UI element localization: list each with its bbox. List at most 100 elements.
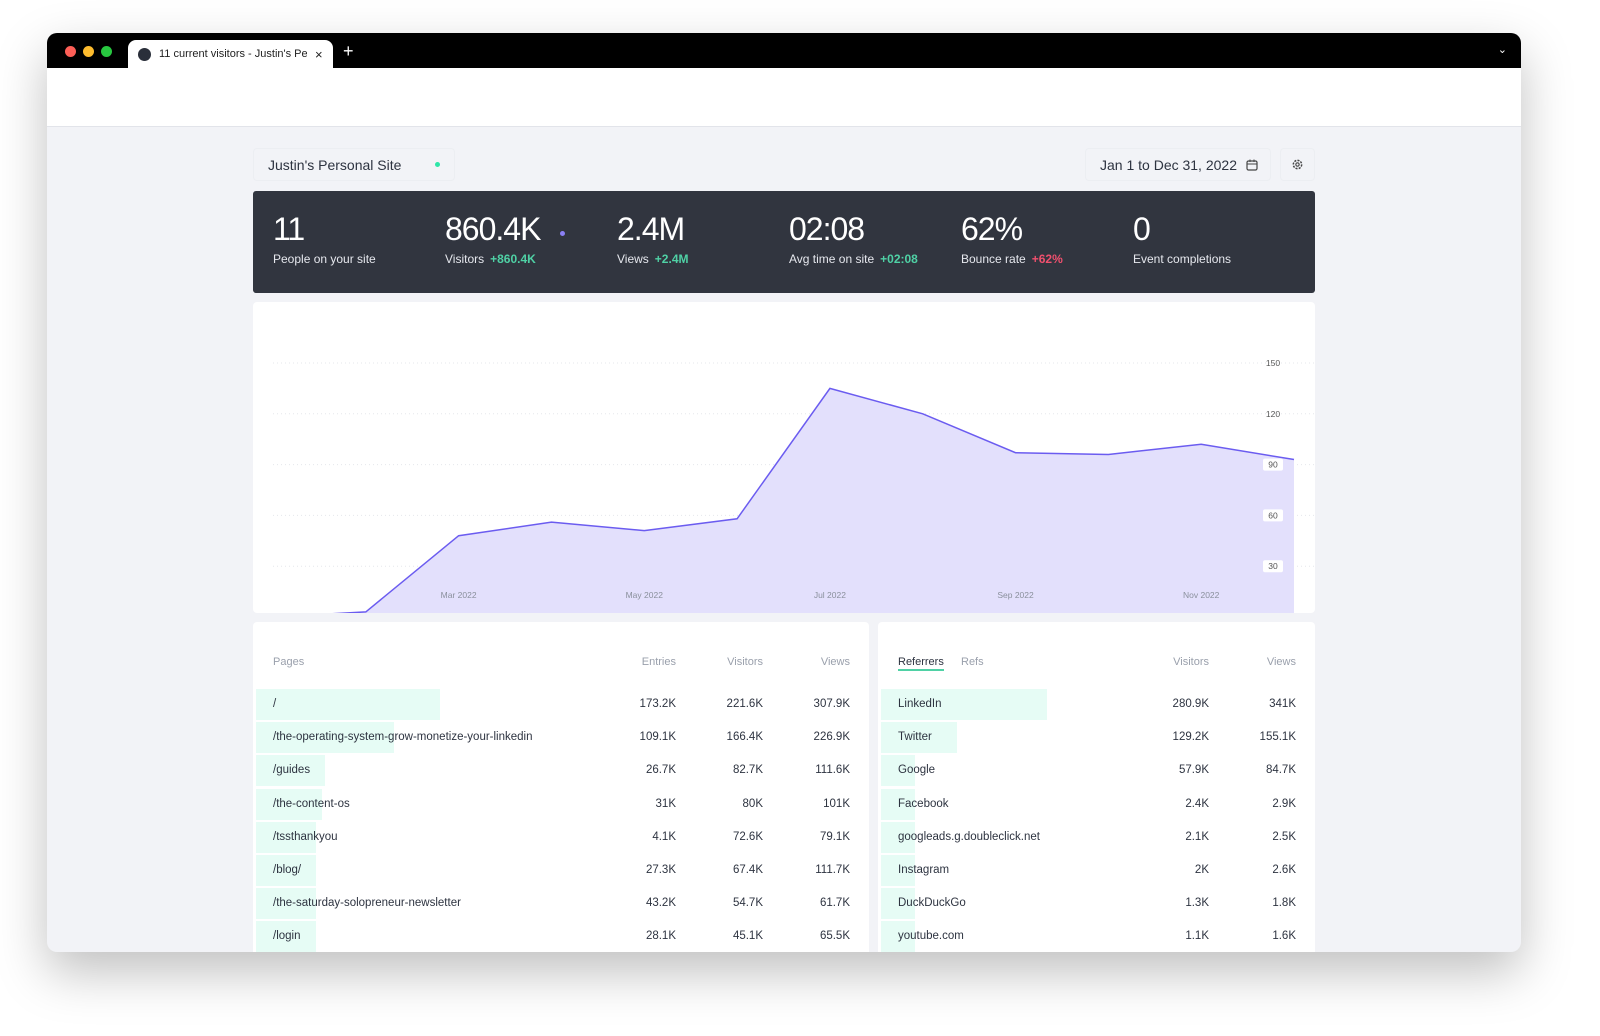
cell-views: 307.9K: [813, 698, 850, 710]
stat-change: +02:08: [880, 252, 918, 266]
settings-button[interactable]: [1280, 148, 1315, 181]
stat-0[interactable]: 11 People on your site: [273, 211, 376, 266]
date-range-label: Jan 1 to Dec 31, 2022: [1100, 156, 1237, 173]
table-row[interactable]: /the-operating-system-grow-monetize-your…: [256, 722, 866, 754]
tab-title: 11 current visitors - Justin's Personal …: [159, 48, 307, 60]
live-indicator-icon: [435, 162, 440, 167]
calendar-icon: [1246, 159, 1258, 171]
table-row[interactable]: googleads.g.doubleclick.net 2.1K 2.5K: [881, 821, 1313, 853]
cell-visitors: 57.9K: [1178, 764, 1209, 777]
cell-visitors: 280.9K: [1172, 698, 1209, 710]
browser-tab[interactable]: 11 current visitors - Justin's Personal …: [128, 40, 333, 68]
table-row[interactable]: youtube.com 1.1K 1.6K: [881, 921, 1313, 952]
column-header-visitors[interactable]: Visitors: [727, 656, 763, 668]
cell-visitors: 45.1K: [732, 930, 763, 943]
close-window-button[interactable]: [65, 46, 76, 57]
maximize-window-button[interactable]: [101, 46, 112, 57]
cell-visitors: 221.6K: [726, 698, 763, 710]
cell-entries: 31K: [655, 797, 676, 810]
cell-views: 65.5K: [819, 930, 850, 943]
title-bar: 11 current visitors - Justin's Personal …: [47, 33, 1521, 68]
visitor-share-bar: [881, 821, 915, 853]
stat-value: 860.4K: [445, 211, 541, 247]
table-row[interactable]: DuckDuckGo 1.3K 1.8K: [881, 888, 1313, 920]
date-range-picker[interactable]: Jan 1 to Dec 31, 2022: [1085, 148, 1271, 181]
y-tick-label: 150: [1266, 358, 1280, 368]
cell-views: 84.7K: [1265, 764, 1296, 777]
page-path: /guides: [273, 764, 311, 777]
stat-label: Bounce rate: [961, 252, 1026, 266]
new-tab-button[interactable]: +: [343, 41, 354, 61]
tab-menu-chevron-icon[interactable]: ⌄: [1497, 44, 1507, 56]
table-row[interactable]: / 173.2K 221.6K 307.9K: [256, 689, 866, 720]
stat-5[interactable]: 0 Event completions: [1133, 211, 1231, 266]
cell-views: 2.9K: [1272, 797, 1296, 810]
column-header-views[interactable]: Views: [820, 656, 850, 668]
x-tick-label: Sep 2022: [997, 590, 1034, 600]
cell-visitors: 67.4K: [732, 864, 763, 876]
page-path: /login: [273, 930, 301, 943]
area-fill: [273, 388, 1294, 617]
stat-label: Event completions: [1133, 252, 1232, 266]
cell-views: 111.6K: [815, 764, 850, 777]
cell-entries: 43.2K: [645, 897, 676, 910]
column-header-visitors[interactable]: Visitors: [1173, 656, 1209, 668]
cell-views: 155.1K: [1259, 731, 1296, 744]
cell-visitors: 82.7K: [732, 764, 763, 777]
visitor-share-bar: [881, 921, 915, 952]
table-row[interactable]: /login 28.1K 45.1K 65.5K: [256, 921, 866, 952]
site-selector[interactable]: Justin's Personal Site: [253, 148, 455, 181]
minimize-window-button[interactable]: [83, 46, 94, 57]
table-row[interactable]: Facebook 2.4K 2.9K: [881, 788, 1313, 820]
column-header-views[interactable]: Views: [1266, 656, 1296, 668]
stat-1[interactable]: 860.4K Visitors +860.4K: [445, 211, 565, 266]
visitors-series-dot-icon: [560, 231, 565, 236]
visitor-share-bar: [881, 722, 958, 754]
close-tab-icon[interactable]: ×: [315, 46, 323, 62]
tab-refs[interactable]: Refs: [961, 656, 984, 668]
cell-entries: 27.3K: [645, 864, 676, 876]
stats-bar: 11 People on your site 860.4K Visitors +860.…: [253, 191, 1315, 293]
cell-views: 101K: [823, 797, 850, 810]
stat-4[interactable]: 62% Bounce rate +62%: [961, 211, 1063, 266]
tab-referrers[interactable]: Referrers: [898, 656, 944, 671]
cell-visitors: 2K: [1194, 864, 1209, 876]
table-row[interactable]: /tssthankyou 4.1K 72.6K 79.1K: [256, 821, 866, 853]
table-row[interactable]: /the-content-os 31K 80K 101K: [256, 788, 866, 820]
table-row[interactable]: LinkedIn 280.9K 341K: [881, 689, 1313, 720]
cell-views: 79.1K: [819, 830, 850, 843]
cell-visitors: 1.3K: [1185, 897, 1209, 910]
cell-visitors: 2.4K: [1185, 797, 1209, 810]
stat-2[interactable]: 2.4M Views +2.4M: [617, 211, 688, 266]
cell-visitors: 2.1K: [1185, 830, 1209, 843]
table-row[interactable]: /blog/27.3K 67.4K 111.7K: [256, 855, 866, 886]
x-tick-label: Nov 2022: [1183, 590, 1220, 600]
visitor-share-bar: [881, 888, 915, 920]
stat-3[interactable]: 02:08 Avg time on site +02:08: [789, 211, 918, 266]
column-header-entries[interactable]: Entries: [641, 656, 676, 668]
visitor-share-bar: [881, 755, 916, 787]
y-tick-label: 60: [1268, 510, 1278, 520]
y-tick-label: 30: [1268, 561, 1278, 571]
table-row[interactable]: Google 57.9K 84.7K: [881, 755, 1313, 787]
cell-visitors: 129.2K: [1172, 731, 1209, 744]
referrer-name: Google: [898, 764, 936, 777]
cell-views: 2.5K: [1272, 830, 1296, 843]
stat-value: 02:08: [789, 211, 865, 247]
referrer-name: Facebook: [898, 797, 949, 810]
stat-value: 11: [273, 211, 305, 247]
table-row[interactable]: /the-saturday-solopreneur-newsletter 43.2…: [256, 888, 866, 920]
favicon-icon: [138, 47, 151, 61]
stat-label: People on your site: [273, 252, 376, 266]
site-name: Justin's Personal Site: [268, 156, 402, 173]
stat-label: Avg time on site: [789, 252, 875, 266]
table-row[interactable]: /guides 26.7K 82.7K 111.6K: [256, 755, 866, 787]
table-row[interactable]: Instagram 2K 2.6K: [881, 855, 1313, 886]
visitors-line: [272, 387, 1295, 618]
visitor-share-bar: [256, 755, 325, 787]
visitor-share-bar: [881, 788, 915, 820]
cell-views: 226.9K: [813, 731, 850, 744]
table-row[interactable]: Twitter 129.2K 155.1K: [881, 722, 1313, 754]
referrers-card: Referrers Refs Visitors Views LinkedIn 280.9K…: [878, 622, 1315, 952]
x-tick-label: May 2022: [626, 590, 664, 600]
